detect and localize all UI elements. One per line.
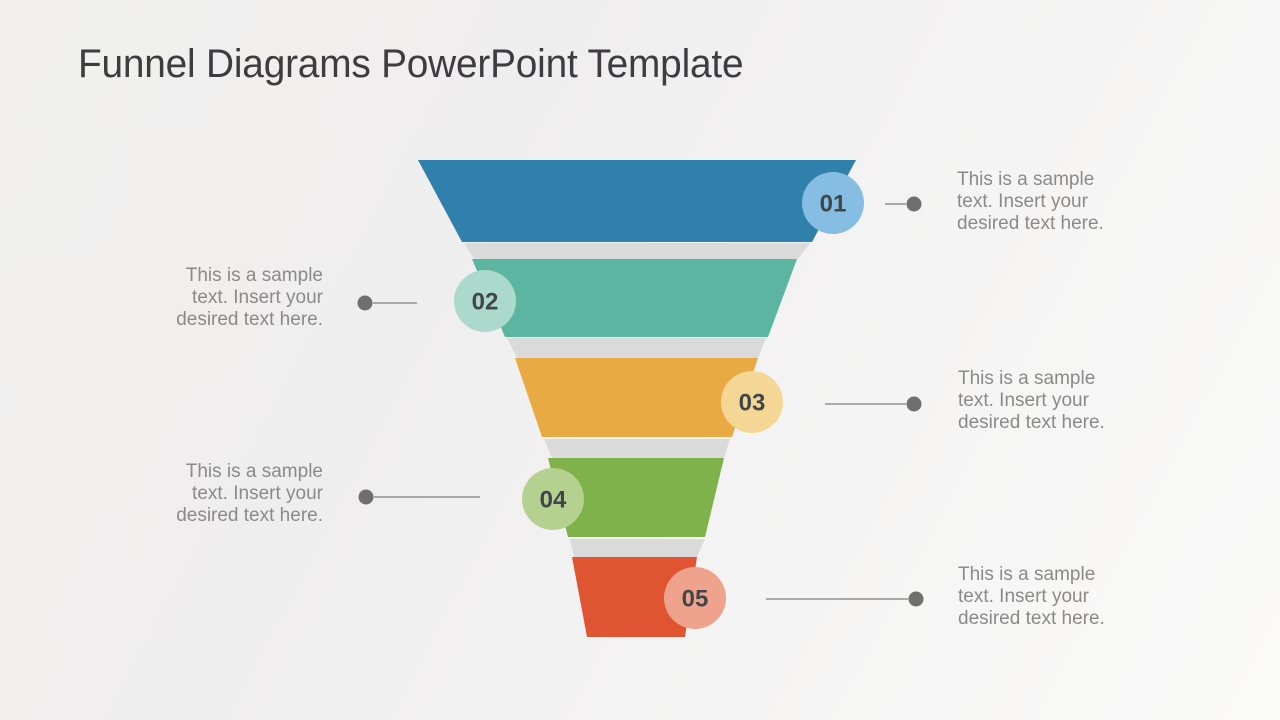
- callout-text-01[interactable]: This is a sample text. Insert your desir…: [957, 169, 1162, 235]
- step-badge-05[interactable]: [664, 567, 726, 629]
- funnel-segment-03[interactable]: [515, 358, 758, 437]
- callout-line: desired text here.: [958, 412, 1105, 433]
- funnel-fold-3: [544, 439, 730, 458]
- funnel-segment-04[interactable]: [548, 458, 724, 537]
- step-number-05: 05: [682, 586, 709, 613]
- connector-dot-01: [906, 196, 922, 212]
- connector-dot-05: [908, 591, 924, 607]
- callout-line: desired text here.: [176, 505, 323, 526]
- step-badge-02[interactable]: [454, 270, 516, 332]
- step-number-03: 03: [739, 390, 766, 417]
- funnel-fold-4: [570, 539, 705, 557]
- callout-line: text. Insert your: [957, 191, 1088, 212]
- callout-line: This is a sample: [958, 564, 1096, 585]
- callout-line: This is a sample: [185, 461, 323, 482]
- funnel-fold-1: [464, 243, 810, 259]
- callout-line: This is a sample: [185, 265, 323, 286]
- step-number-02: 02: [472, 289, 499, 316]
- callout-line: text. Insert your: [192, 287, 323, 308]
- funnel-segment-05[interactable]: [572, 557, 697, 637]
- callout-text-04[interactable]: This is a sample text. Insert your desir…: [118, 461, 323, 527]
- funnel-segment-01[interactable]: [418, 160, 856, 242]
- callout-line: text. Insert your: [192, 483, 323, 504]
- callout-line: text. Insert your: [958, 390, 1089, 411]
- callout-text-05[interactable]: This is a sample text. Insert your desir…: [958, 564, 1163, 630]
- connector-dot-02: [357, 295, 373, 311]
- callout-text-03[interactable]: This is a sample text. Insert your desir…: [958, 368, 1163, 434]
- callout-text-02[interactable]: This is a sample text. Insert your desir…: [118, 265, 323, 331]
- funnel-fold-2: [507, 338, 766, 358]
- connector-dot-04: [358, 489, 374, 505]
- step-number-01: 01: [820, 191, 847, 218]
- callout-line: desired text here.: [957, 213, 1104, 234]
- callout-line: This is a sample: [957, 169, 1095, 190]
- callout-line: desired text here.: [176, 309, 323, 330]
- callout-line: text. Insert your: [958, 586, 1089, 607]
- connector-dot-03: [906, 396, 922, 412]
- step-number-04: 04: [540, 487, 567, 514]
- step-badge-03[interactable]: [721, 371, 783, 433]
- callout-line: This is a sample: [958, 368, 1096, 389]
- step-badge-04[interactable]: [522, 468, 584, 530]
- callout-line: desired text here.: [958, 608, 1105, 629]
- step-badge-01[interactable]: [802, 172, 864, 234]
- slide-title[interactable]: Funnel Diagrams PowerPoint Template: [78, 42, 744, 86]
- funnel-segment-02[interactable]: [472, 259, 797, 337]
